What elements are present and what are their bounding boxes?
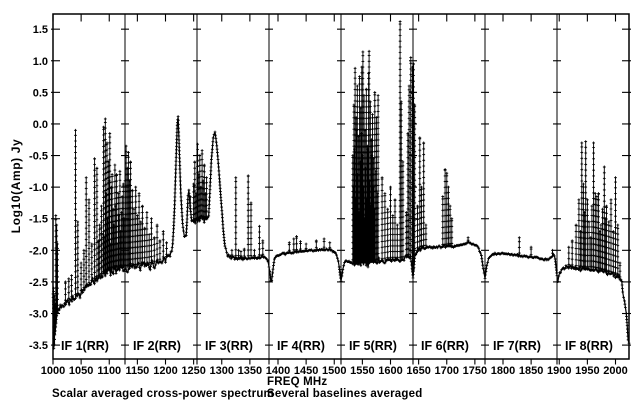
y-tick-label: -1.5	[29, 214, 48, 226]
x-tick-label: 1350	[238, 365, 262, 377]
panel-label: IF 4(RR)	[277, 339, 325, 353]
x-tick-label: 1400	[266, 365, 290, 377]
x-axis-title: FREQ MHz	[267, 376, 328, 388]
x-tick-label: 1500	[322, 365, 346, 377]
data-points	[51, 20, 631, 350]
x-tick-label: 1000	[41, 365, 65, 377]
x-tick-label: 1600	[378, 365, 402, 377]
y-tick-label: -2.5	[29, 277, 48, 289]
y-tick-labels: 1.5 1.0 0.5 0.0 -0.5 -1.0 -1.5 -2.0 -2.5 -3.0 -3.5	[29, 24, 48, 352]
x-tick-label: 1100	[97, 365, 121, 377]
y-tick-label: 1.0	[33, 56, 48, 68]
plus-markers	[51, 20, 631, 350]
y-tick-label: -1.0	[29, 182, 48, 194]
y-tick-label: -3.0	[29, 309, 48, 321]
panel-label: IF 2(RR)	[133, 339, 181, 353]
x-tick-label: 2000	[603, 365, 627, 377]
x-tick-label: 1800	[491, 365, 515, 377]
panel-label: IF 1(RR)	[61, 339, 109, 353]
x-tick-label: 1150	[125, 365, 149, 377]
x-tick-label: 1950	[575, 365, 599, 377]
panel-dividers	[124, 14, 558, 359]
panel-label: IF 6(RR)	[421, 339, 469, 353]
y-tick-label: -3.5	[29, 340, 48, 352]
y-tick-label: -0.5	[29, 151, 48, 163]
x-tick-label: 1900	[547, 365, 571, 377]
x-tick-label: 1550	[350, 365, 374, 377]
spike-lines	[53, 21, 621, 349]
x-tick-label: 1700	[435, 365, 459, 377]
x-tick-label: 1050	[69, 365, 93, 377]
x-tick-label: 1300	[210, 365, 234, 377]
caption-left: Scalar averaged cross-power spectrum	[52, 388, 274, 400]
x-tick-label: 1750	[463, 365, 487, 377]
x-tick-label: 1250	[181, 365, 205, 377]
caption-right: Several baselines averaged	[267, 388, 423, 400]
x-tick-label: 1450	[294, 365, 318, 377]
y-tick-label: 0.0	[33, 119, 48, 131]
panel-label: IF 5(RR)	[349, 339, 397, 353]
x-tick-label: 1650	[406, 365, 430, 377]
y-tick-label: 1.5	[33, 24, 48, 36]
panel-label: IF 7(RR)	[493, 339, 541, 353]
x-tick-label: 1200	[153, 365, 177, 377]
panel-label: IF 8(RR)	[565, 339, 613, 353]
x-tick-label: 1850	[519, 365, 543, 377]
y-axis-title: Log10(Amp) Jy	[9, 138, 23, 234]
y-tick-label: -2.0	[29, 245, 48, 257]
y-tick-label: 0.5	[33, 87, 48, 99]
x-tick-labels: 1000 1050 1100 1150 1200 1250 1300 1350 1400 1450…	[41, 365, 628, 377]
panel-label: IF 3(RR)	[205, 339, 253, 353]
